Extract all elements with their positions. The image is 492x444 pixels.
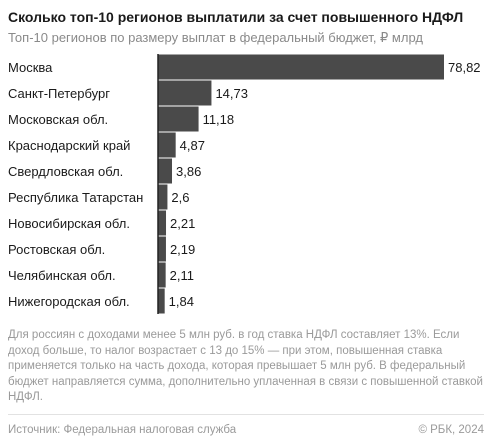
category-label: Свердловская обл.: [8, 164, 123, 179]
category-label: Ростовская обл.: [8, 242, 105, 257]
value-label: 3,86: [176, 164, 201, 179]
value-label: 4,87: [180, 138, 205, 153]
bar: [158, 80, 212, 106]
category-label: Нижегородская обл.: [8, 294, 130, 309]
category-label: Челябинская обл.: [8, 268, 116, 283]
category-label: Новосибирская обл.: [8, 216, 130, 231]
copyright-text: © РБК, 2024: [418, 424, 484, 436]
value-label: 78,82: [448, 60, 481, 75]
chart-title: Сколько топ-10 регионов выплатили за сче…: [8, 9, 464, 25]
footer-divider: [8, 414, 484, 415]
value-label: 14,73: [215, 86, 248, 101]
bar: [158, 184, 168, 210]
source-text: Источник: Федеральная налоговая служба: [8, 424, 237, 436]
bar: [158, 158, 173, 184]
value-label: 2,19: [170, 242, 195, 257]
category-label: Краснодарский край: [8, 138, 130, 153]
value-label: 2,21: [170, 216, 195, 231]
bar: [158, 106, 199, 132]
footnote: Для россиян с доходами менее 5 млн руб. …: [8, 329, 483, 403]
category-label: Москва: [8, 60, 53, 75]
value-label: 11,18: [203, 112, 235, 127]
value-label: 1,84: [169, 294, 194, 309]
bar: [158, 132, 176, 158]
bar: [158, 236, 166, 262]
bar-chart: Москва 78,82 Санкт-Петербург 14,73 Московска…: [8, 54, 481, 314]
category-label: Московская обл.: [8, 112, 108, 127]
bar: [158, 262, 166, 288]
bar: [158, 288, 165, 314]
chart-subtitle: Топ-10 регионов по размеру выплат в феде…: [8, 30, 423, 45]
bar: [158, 210, 167, 236]
bar: [158, 54, 444, 80]
category-label: Республика Татарстан: [8, 190, 143, 205]
value-label: 2,11: [170, 268, 194, 283]
category-label: Санкт-Петербург: [8, 86, 110, 101]
value-label: 2,6: [171, 190, 189, 205]
